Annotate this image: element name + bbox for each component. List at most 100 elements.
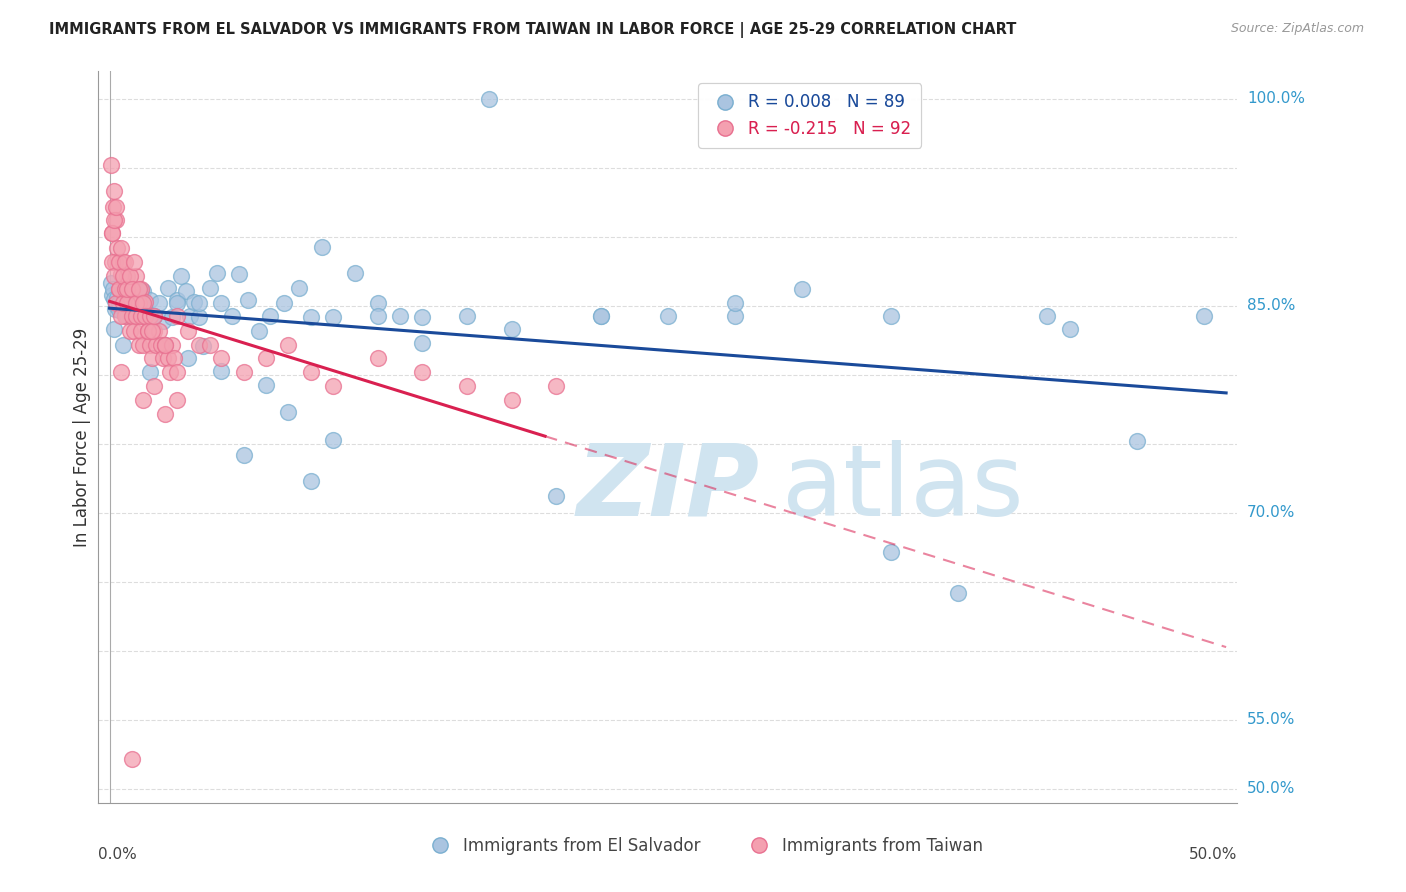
Text: 100.0%: 100.0% (1247, 92, 1305, 106)
Point (236, 293, 259, 308)
Point (134, 301, 156, 316)
Point (724, 309, 747, 323)
Point (411, 365, 433, 379)
Point (134, 309, 156, 323)
Point (247, 324, 270, 338)
Point (322, 379, 344, 393)
Point (122, 255, 145, 269)
Point (170, 268, 193, 283)
Text: 85.0%: 85.0% (1247, 299, 1295, 313)
Point (254, 351, 277, 366)
Point (273, 296, 295, 310)
Point (148, 296, 170, 310)
Point (100, 158, 122, 172)
Point (107, 282, 129, 296)
Point (163, 351, 186, 366)
Point (880, 309, 903, 323)
Point (277, 405, 299, 419)
Text: Source: ZipAtlas.com: Source: ZipAtlas.com (1230, 22, 1364, 36)
Point (156, 351, 179, 366)
Point (1126, 434, 1149, 449)
Point (946, 586, 969, 600)
Point (174, 284, 197, 298)
Point (128, 337, 150, 351)
Point (121, 282, 143, 296)
Point (105, 296, 128, 310)
Point (322, 433, 344, 447)
Point (101, 255, 124, 269)
Point (121, 309, 143, 323)
Point (104, 301, 127, 316)
Point (132, 337, 155, 351)
Point (129, 294, 152, 309)
Point (141, 324, 163, 338)
Point (209, 296, 232, 310)
Point (125, 296, 148, 310)
Point (198, 281, 221, 295)
Point (117, 268, 139, 283)
Point (177, 351, 200, 366)
Y-axis label: In Labor Force | Age 25-29: In Labor Force | Age 25-29 (73, 327, 91, 547)
Point (132, 392, 155, 407)
Point (132, 296, 155, 310)
Point (139, 309, 162, 323)
Point (101, 226, 124, 240)
Point (183, 294, 205, 309)
Point (209, 364, 232, 378)
Point (143, 379, 166, 393)
Point (411, 336, 433, 351)
Point (105, 200, 128, 214)
Point (277, 337, 299, 351)
Point (152, 351, 174, 366)
Point (125, 268, 148, 283)
Point (546, 490, 568, 504)
Point (205, 266, 228, 280)
Point (128, 306, 150, 320)
Point (114, 255, 136, 269)
Point (254, 377, 277, 392)
Point (141, 351, 163, 366)
Point (187, 296, 209, 310)
Point (128, 296, 150, 310)
Point (160, 310, 183, 324)
Point (166, 392, 188, 407)
Point (129, 282, 152, 296)
Point (166, 365, 188, 379)
Point (114, 282, 136, 296)
Point (103, 185, 125, 199)
Point (193, 339, 215, 353)
Point (107, 282, 129, 296)
Point (125, 296, 148, 310)
Point (187, 337, 209, 351)
Point (179, 309, 201, 323)
Text: 50.0%: 50.0% (1247, 781, 1295, 797)
Point (155, 407, 177, 421)
Point (103, 213, 125, 227)
Point (139, 337, 162, 351)
Point (110, 309, 132, 323)
Point (105, 213, 128, 227)
Point (311, 239, 333, 253)
Point (117, 296, 139, 310)
Point (657, 309, 679, 323)
Point (299, 310, 322, 324)
Point (156, 281, 179, 295)
Point (299, 365, 322, 379)
Point (122, 309, 145, 323)
Point (589, 309, 612, 323)
Point (125, 297, 148, 311)
Point (122, 324, 145, 338)
Point (456, 309, 478, 323)
Point (114, 309, 136, 323)
Point (388, 309, 411, 323)
Point (1059, 322, 1081, 336)
Point (111, 268, 134, 283)
Point (367, 351, 389, 366)
Point (456, 379, 478, 393)
Point (143, 309, 166, 323)
Point (117, 309, 139, 323)
Point (232, 448, 254, 462)
Point (152, 314, 174, 328)
Point (107, 255, 129, 269)
Text: 55.0%: 55.0% (1247, 713, 1295, 728)
